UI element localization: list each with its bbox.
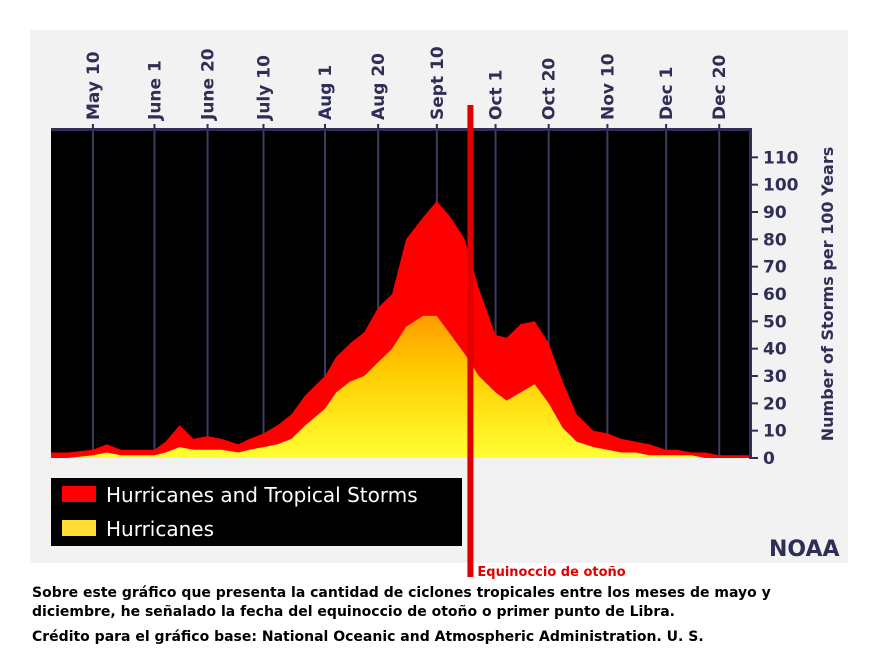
series-area-hurricanes bbox=[51, 315, 750, 458]
y-tick-label: 50 bbox=[763, 312, 787, 332]
x-tick-label: Aug 20 bbox=[369, 53, 389, 120]
credit-noaa: NOAA bbox=[769, 537, 840, 562]
y-tick-label: 40 bbox=[763, 340, 787, 360]
chart-panel: May 10 June 1 June 20 July 10 Aug 1 Aug 20 Sep… bbox=[30, 30, 848, 563]
x-tick-label: Aug 1 bbox=[316, 65, 336, 120]
y-tick-label: 80 bbox=[763, 230, 787, 250]
x-tick-label: Oct 20 bbox=[540, 58, 560, 120]
storm-frequency-chart: May 10 June 1 June 20 July 10 Aug 1 Aug 20 Sep… bbox=[51, 46, 840, 562]
x-tick-label: May 10 bbox=[84, 51, 104, 120]
y-tick-label: 30 bbox=[763, 367, 787, 387]
x-tick-label: Dec 20 bbox=[710, 55, 730, 120]
caption-text: Sobre este gráfico que presenta la canti… bbox=[32, 585, 771, 620]
y-tick-label: 20 bbox=[763, 394, 787, 414]
y-tick-label: 70 bbox=[763, 258, 787, 278]
legend-swatch-storms bbox=[62, 486, 96, 502]
legend-label-storms: Hurricanes and Tropical Storms bbox=[106, 483, 418, 507]
x-tick-label: Nov 10 bbox=[598, 53, 618, 120]
y-axis-label: Number of Storms per 100 Years bbox=[818, 147, 837, 441]
y-tick-label: 110 bbox=[763, 148, 799, 168]
legend-label-hurricanes: Hurricanes bbox=[106, 517, 214, 541]
legend-box bbox=[51, 478, 462, 546]
y-tick-label: 90 bbox=[763, 203, 787, 223]
y-tick-label: 100 bbox=[763, 176, 799, 196]
legend-swatch-hurricanes bbox=[62, 520, 96, 536]
equinox-label: Equinoccio de otoño bbox=[477, 565, 625, 580]
y-tick-label: 0 bbox=[763, 449, 775, 469]
x-tick-label: Sept 10 bbox=[428, 46, 448, 120]
y-tick-label: 60 bbox=[763, 285, 787, 305]
y-tick-label: 10 bbox=[763, 422, 787, 442]
x-tick-label: July 10 bbox=[255, 55, 275, 121]
x-tick-label: Dec 1 bbox=[657, 67, 677, 120]
y-axis-line bbox=[749, 129, 752, 459]
x-tick-label: June 1 bbox=[146, 60, 166, 121]
legend: Hurricanes and Tropical Storms Hurricane… bbox=[51, 478, 462, 546]
x-tick-label: Oct 1 bbox=[487, 70, 507, 120]
x-axis-line bbox=[51, 128, 752, 131]
credit-line: Crédito para el gráfico base: National O… bbox=[32, 629, 704, 645]
x-tick-label: June 20 bbox=[199, 48, 219, 121]
series-area-storms-shade bbox=[51, 201, 750, 458]
